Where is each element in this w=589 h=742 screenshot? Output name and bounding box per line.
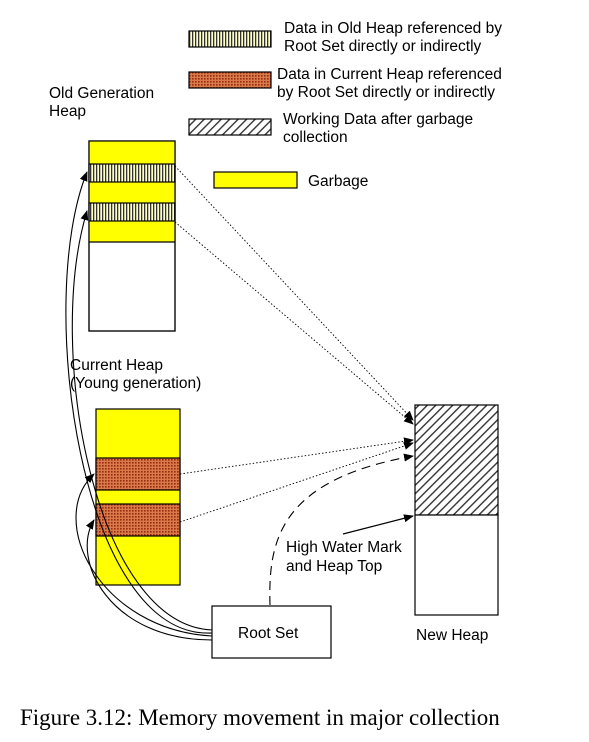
high-water-mark-arrow bbox=[342, 514, 414, 535]
new-heap-label: New Heap bbox=[416, 627, 488, 644]
root-set-reference-arrows bbox=[65, 171, 213, 641]
root-set-label: Root Set bbox=[238, 625, 299, 642]
current-to-new-arrow-1 bbox=[179, 437, 414, 475]
figure-caption: Figure 3.12: Memory movement in major co… bbox=[20, 705, 500, 730]
new-heap bbox=[414, 404, 499, 616]
root-to-old-block-2-arrow bbox=[71, 210, 213, 631]
legend-swatch-garbage bbox=[213, 171, 298, 189]
current-heap-label-line2: (Young generation) bbox=[70, 375, 201, 392]
root-to-current-block-1-arrow bbox=[75, 473, 213, 637]
root-to-current-block-2-arrow bbox=[85, 519, 213, 641]
current-heap bbox=[95, 408, 181, 586]
high-water-mark-label-line1: High Water Mark bbox=[286, 539, 402, 556]
legend-old-heap-ref-line2: Root Set directly or indirectly bbox=[284, 38, 482, 55]
high-water-mark-label-line2: and Heap Top bbox=[286, 558, 382, 575]
current-heap-referenced-block-1 bbox=[95, 457, 181, 491]
old-gen-heap-label-line1: Old Generation bbox=[49, 85, 154, 102]
legend-garbage-label: Garbage bbox=[308, 173, 368, 190]
root-set-box bbox=[211, 605, 332, 659]
legend: Data in Old Heap referenced by Root Set … bbox=[188, 20, 502, 190]
legend-current-heap-ref-line1: Data in Current Heap referenced bbox=[277, 66, 502, 83]
legend-current-heap-ref-line2: by Root Set directly or indirectly bbox=[277, 84, 495, 101]
legend-swatch-old-heap-ref bbox=[188, 30, 272, 48]
root-set-to-new-heap-arrow bbox=[269, 453, 414, 606]
current-to-new-arrow-2 bbox=[179, 442, 414, 523]
old-generation-heap bbox=[88, 140, 176, 332]
current-heap-label-line1: Current Heap bbox=[70, 357, 163, 374]
current-heap-referenced-block-2 bbox=[95, 503, 181, 537]
old-to-new-arrow-1 bbox=[174, 165, 414, 421]
root-to-old-block-1-arrow bbox=[65, 171, 213, 634]
legend-swatch-working-data bbox=[188, 118, 272, 136]
legend-working-data-line2: collection bbox=[283, 129, 348, 146]
old-gen-heap-label-line2: Heap bbox=[49, 103, 86, 120]
copy-arrows bbox=[174, 165, 414, 523]
legend-old-heap-ref-line1: Data in Old Heap referenced by bbox=[284, 20, 502, 37]
old-heap-referenced-block-1 bbox=[88, 163, 176, 183]
legend-working-data-line1: Working Data after garbage bbox=[283, 111, 473, 128]
legend-swatch-current-heap-ref bbox=[188, 71, 272, 89]
old-to-new-arrow-2 bbox=[174, 221, 414, 425]
old-heap-referenced-block-2 bbox=[88, 202, 176, 222]
